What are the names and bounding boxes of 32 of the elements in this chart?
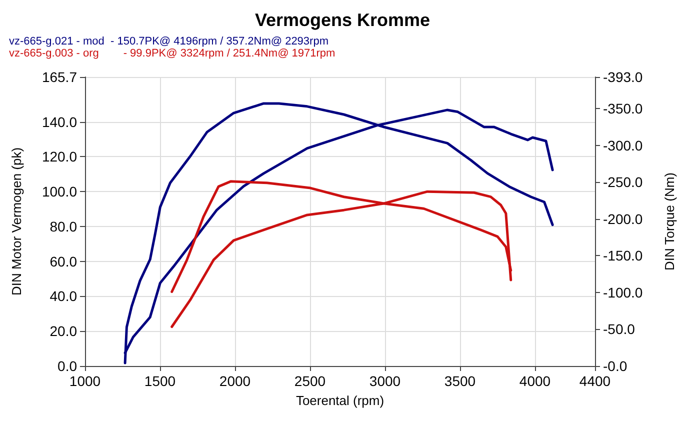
y2-tick-label: -300.0	[603, 137, 643, 154]
y-tick-label: 0.0	[58, 358, 78, 374]
y2-tick-label: -200.0	[603, 210, 643, 227]
y2-tick-label: -393.0	[603, 69, 643, 85]
x-tick-label: 2500	[294, 373, 326, 389]
chart-title: Vermogens Kromme	[254, 10, 430, 30]
y2-axis-title: DIN Torque (Nm)	[662, 172, 677, 271]
y-axis-title: DIN Motor Vermogen (pk)	[9, 147, 24, 296]
x-tick-label: 2000	[219, 373, 251, 389]
y-tick-label: 20.0	[50, 323, 78, 340]
x-tick-label: 3500	[444, 373, 476, 389]
y-tick-label: 120.0	[42, 148, 78, 165]
y-tick-label: 165.7	[42, 69, 78, 85]
x-tick-label: 4400	[579, 373, 611, 389]
y-tick-label: 80.0	[50, 218, 78, 234]
x-tick-label: 4000	[519, 373, 551, 389]
x-tick-label: 1000	[69, 373, 101, 389]
y2-tick-label: -50.0	[603, 321, 636, 338]
y-tick-label: 140.0	[42, 114, 78, 130]
y-tick-label: 100.0	[42, 184, 78, 200]
y2-tick-label: -0.0	[603, 358, 628, 374]
x-axis-title: Toerental (rpm)	[296, 393, 384, 408]
text: vz-665-g.003 - org - 99.9PK@ 3324rpm / 251.4Nm@ 1971rpm	[9, 48, 336, 60]
y2-tick-label: -100.0	[603, 284, 643, 300]
text: vz-665-g.021 - mod - 150.7PK@ 4196rpm / 357.2Nm@ 2293rpm	[9, 36, 328, 48]
y2-tick-label: -150.0	[603, 248, 643, 264]
x-tick-label: 3000	[369, 373, 401, 389]
x-tick-label: 1500	[144, 373, 176, 389]
y-tick-label: 40.0	[50, 288, 78, 304]
y2-tick-label: -350.0	[603, 100, 643, 117]
y2-tick-label: -250.0	[603, 174, 643, 190]
y-tick-label: 60.0	[50, 253, 78, 270]
